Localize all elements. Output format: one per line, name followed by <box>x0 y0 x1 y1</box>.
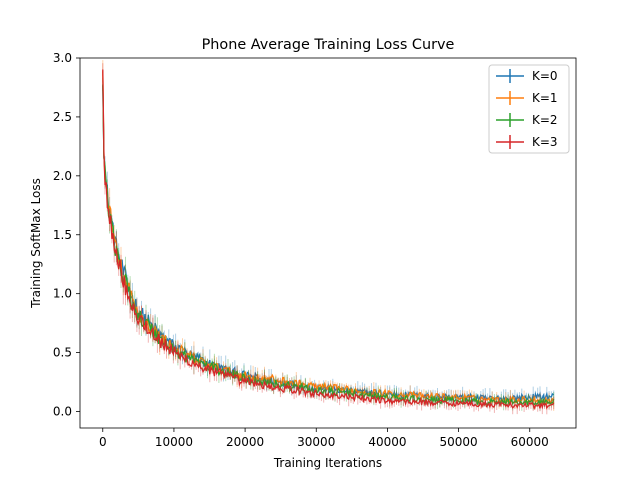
chart-title: Phone Average Training Loss Curve <box>202 37 455 53</box>
series-4-line <box>102 69 555 411</box>
legend-label: K=3 <box>532 135 558 149</box>
x-tick-label: 60000 <box>511 435 549 449</box>
y-tick-label: 1.0 <box>53 287 72 301</box>
series-3-line <box>102 84 555 407</box>
x-axis: 0 10000 20000 30000 40000 50000 60000 <box>99 428 549 449</box>
series-1-error-bars <box>102 80 555 407</box>
series-layer <box>102 60 555 415</box>
series-3-error-bars <box>102 78 555 411</box>
plot-area-frame <box>79 57 577 429</box>
series-4-error-bars <box>102 63 555 415</box>
legend-label: K=0 <box>532 69 558 83</box>
series-4 <box>102 63 555 415</box>
x-tick-label: 30000 <box>297 435 335 449</box>
x-tick-label: 20000 <box>226 435 264 449</box>
legend: K=0 K=1 K=2 K=3 <box>488 64 570 154</box>
y-axis-label: Training SoftMax Loss <box>29 178 43 309</box>
legend-box <box>488 64 570 154</box>
x-tick-label: 40000 <box>368 435 406 449</box>
series-2-error-bars <box>102 60 555 411</box>
legend-label: K=2 <box>532 113 558 127</box>
y-axis: 0.0 0.5 1.0 1.5 2.0 2.5 3.0 <box>53 51 80 419</box>
series-1 <box>102 80 555 407</box>
y-tick-label: 0.0 <box>53 405 72 419</box>
series-3 <box>102 78 555 411</box>
y-tick-label: 1.5 <box>53 228 72 242</box>
y-tick-label: 0.5 <box>53 346 72 360</box>
x-axis-label: Training Iterations <box>273 456 382 470</box>
x-tick-label: 10000 <box>155 435 193 449</box>
y-tick-label: 2.5 <box>53 110 72 124</box>
x-tick-label: 50000 <box>439 435 477 449</box>
x-tick-label: 0 <box>99 435 107 449</box>
series-2 <box>102 60 555 411</box>
y-tick-label: 3.0 <box>53 51 72 65</box>
y-tick-label: 2.0 <box>53 169 72 183</box>
legend-label: K=1 <box>532 91 558 105</box>
